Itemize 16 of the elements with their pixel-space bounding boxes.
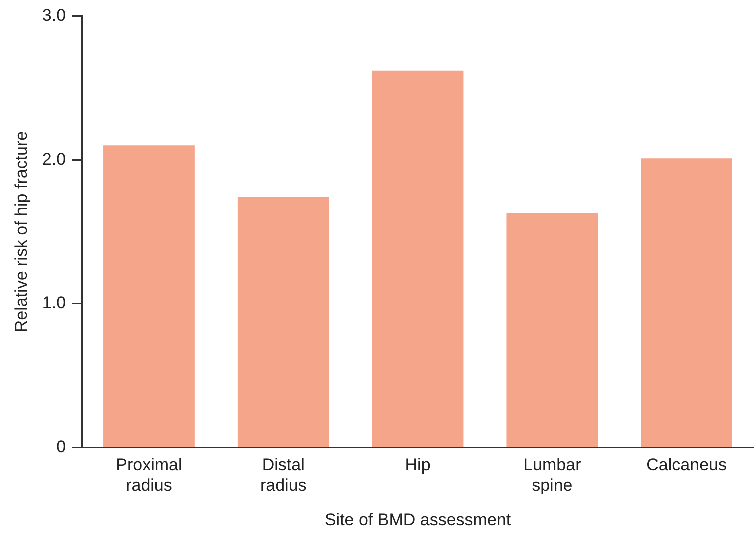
x-tick-label: Hip	[405, 456, 431, 475]
x-tick-label: Distal radius	[260, 456, 307, 496]
bar	[641, 158, 732, 448]
y-tick-label: 3.0	[42, 6, 66, 25]
y-tick-label: 0	[56, 437, 66, 456]
x-tick-label: Calcaneus	[646, 456, 727, 475]
bar	[506, 213, 598, 448]
y-tick-label: 1.0	[42, 294, 66, 313]
bar	[238, 197, 330, 448]
bar	[372, 70, 464, 448]
x-tick-label: Proximal radius	[116, 456, 182, 496]
x-tick-label: Lumbar spine	[524, 456, 582, 496]
y-tick-label: 2.0	[42, 150, 66, 169]
y-axis-title: Relative risk of hip fracture	[12, 131, 31, 333]
x-axis-title: Site of BMD assessment	[324, 510, 512, 530]
bar	[104, 146, 195, 448]
